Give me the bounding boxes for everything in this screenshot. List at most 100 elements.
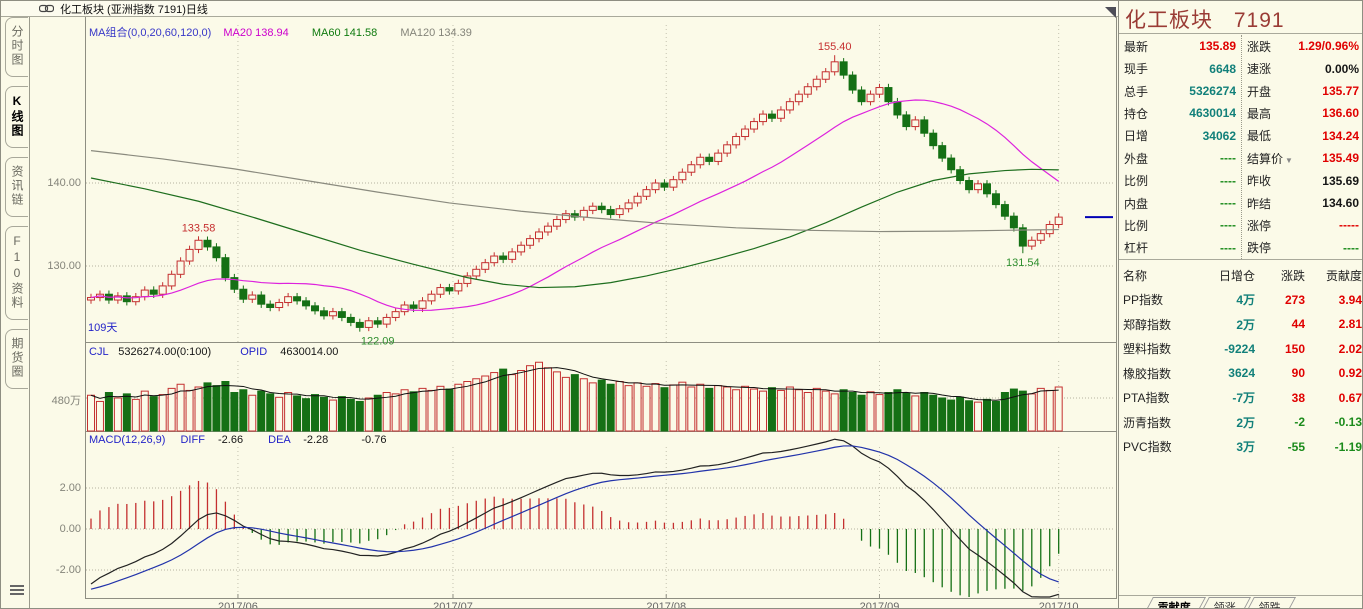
quote-row-开盘: 开盘 135.77	[1242, 80, 1362, 102]
position-change: 2万	[1236, 317, 1255, 332]
axis-tick-label: -2.00	[55, 564, 81, 576]
table-row-PTA指数[interactable]: PTA指数 -7万 38 0.67	[1119, 386, 1362, 411]
instrument-name: 橡胶指数	[1123, 366, 1172, 381]
position-change: 2万	[1236, 415, 1255, 430]
sidebar-tab-K线图[interactable]: K线图	[5, 86, 28, 148]
table-row-PP指数[interactable]: PP指数 4万 273 3.94	[1119, 288, 1362, 313]
quote-row-涨停: 涨停 -----	[1242, 214, 1362, 236]
quote-value: 135.77	[1322, 84, 1359, 99]
table-row-塑料指数[interactable]: 塑料指数 -9224 150 2.02	[1119, 337, 1362, 362]
sidebar-tab-资讯链[interactable]: 资讯链	[5, 157, 28, 217]
quote-row-总手: 总手 5326274	[1119, 80, 1241, 102]
quote-row-速涨: 速涨 0.00%	[1242, 57, 1362, 79]
instrument-name: 沥青指数	[1123, 415, 1172, 430]
quote-value: ----	[1220, 218, 1236, 233]
menu-icon[interactable]	[10, 583, 24, 597]
dropdown-arrow-icon[interactable]: ▼	[1285, 155, 1293, 165]
opid-label: OPID	[240, 346, 268, 358]
macd-value: -0.76	[361, 434, 387, 446]
ma20-label: MA20 138.94	[223, 27, 289, 39]
quote-label: 速涨	[1247, 62, 1272, 77]
quote-row-最低: 最低 134.24	[1242, 125, 1362, 147]
col-header: 贡献度	[1325, 268, 1362, 283]
macd-name: MACD(12,26,9)	[89, 434, 166, 446]
link-icon[interactable]	[39, 4, 54, 13]
quote-row-比例: 比例 ----	[1119, 214, 1241, 236]
position-change: 3万	[1236, 440, 1255, 455]
svg-text:155.40: 155.40	[818, 41, 852, 53]
price-change: 150	[1284, 341, 1305, 356]
divider	[1119, 33, 1362, 34]
chart-plot-area[interactable]: 155.40 133.58 122.09 131.54	[85, 17, 1117, 599]
instrument-code: 7191	[1233, 9, 1285, 32]
col-header: 涨跌	[1280, 268, 1305, 283]
instrument-name: 郑醇指数	[1123, 317, 1172, 332]
quote-row-持仓: 持仓 4630014	[1119, 102, 1241, 124]
table-header-row: 名称 日增仓 涨跌 贡献度	[1119, 263, 1362, 288]
quote-value: ----	[1220, 240, 1236, 255]
col-header: 日增仓	[1218, 268, 1255, 283]
quote-value: -----	[1339, 218, 1359, 233]
axis-tick-label: 480万	[51, 395, 81, 407]
quote-row-最新: 最新 135.89	[1119, 35, 1241, 57]
quote-grid: 最新 135.89 现手 6648 总手 5326274 持仓 4630014 日增 34062 外…	[1119, 35, 1362, 259]
ma60-label: MA60 141.58	[311, 27, 378, 39]
opid-value: 4630014.00	[280, 346, 339, 358]
ma-combo-label: MA组合(0,0,20,60,120,0)	[89, 27, 212, 39]
corner-marker-icon	[1105, 7, 1116, 18]
quote-label: 结算价 ▼	[1247, 151, 1293, 166]
table-row-郑醇指数[interactable]: 郑醇指数 2万 44 2.81	[1119, 312, 1362, 337]
position-change: -9224	[1224, 341, 1255, 356]
bottom-tab-贡献度[interactable]: 贡献度	[1137, 597, 1206, 608]
quote-row-最高: 最高 136.60	[1242, 102, 1362, 124]
instrument-name: 塑料指数	[1123, 342, 1172, 357]
quote-value: 4630014	[1189, 106, 1236, 121]
sidebar-tab-分时图[interactable]: 分时图	[5, 17, 28, 77]
instrument-name: 化工板块	[1125, 9, 1213, 32]
quote-row-昨结: 昨结 134.60	[1242, 192, 1362, 214]
quote-label: 昨结	[1247, 196, 1272, 211]
col-header: 名称	[1123, 268, 1148, 283]
quote-label: 持仓	[1124, 106, 1149, 121]
position-change: 4万	[1236, 293, 1255, 308]
diff-label: DIFF	[180, 434, 205, 446]
quote-value: ----	[1220, 173, 1236, 188]
date-label: 2017/06	[218, 601, 258, 609]
svg-text:131.54: 131.54	[1006, 257, 1040, 269]
sidebar-tab-期货圈[interactable]: 期货圈	[5, 329, 28, 389]
table-row-橡胶指数[interactable]: 橡胶指数 3624 90 0.92	[1119, 361, 1362, 386]
contribution: -1.19	[1334, 439, 1362, 454]
candlestick-chart[interactable]: 155.40 133.58 122.09 131.54	[85, 17, 1117, 599]
quote-value: 1.29/0.96%	[1298, 39, 1359, 54]
price-change: 273	[1284, 292, 1305, 307]
instrument-name: PVC指数	[1123, 440, 1172, 455]
table-row-沥青指数[interactable]: 沥青指数 2万 -2 -0.13	[1119, 410, 1362, 435]
table-row-PVC指数[interactable]: PVC指数 3万 -55 -1.19	[1119, 435, 1362, 460]
quote-row-结算价: 结算价 ▼ 135.49	[1242, 147, 1362, 169]
quote-label: 杠杆	[1124, 241, 1149, 256]
panel-splitter[interactable]	[1118, 1, 1119, 608]
quote-value: 135.49	[1322, 151, 1359, 166]
contribution: 3.94	[1338, 292, 1362, 307]
dea-value: -2.28	[303, 434, 329, 446]
price-change: -55	[1287, 439, 1305, 454]
chart-title: 化工板块 (亚洲指数 7191)日线	[60, 3, 208, 16]
cjl-label: CJL	[89, 346, 109, 358]
quote-label: 总手	[1124, 84, 1149, 99]
volume-indicator-header: CJL 5326274.00(0:100) OPID 4630014.00	[89, 346, 338, 358]
price-change: 38	[1291, 390, 1305, 405]
quote-label: 昨收	[1247, 174, 1272, 189]
sidebar-tab-F10资料[interactable]: F10资料	[5, 226, 28, 320]
quote-row-昨收: 昨收 135.69	[1242, 169, 1362, 191]
bottom-tab-bar: 贡献度 领涨 领跌	[1119, 597, 1362, 608]
quote-value: 34062	[1202, 128, 1236, 143]
date-label: 2017/09	[859, 601, 900, 609]
date-label: 2017/10	[1038, 601, 1079, 609]
quote-value: 6648	[1209, 61, 1236, 76]
quote-label: 涨停	[1247, 218, 1272, 233]
quote-label: 最低	[1247, 129, 1272, 144]
quote-row-现手: 现手 6648	[1119, 57, 1241, 79]
svg-text:133.58: 133.58	[182, 222, 216, 234]
quote-label: 外盘	[1124, 151, 1149, 166]
